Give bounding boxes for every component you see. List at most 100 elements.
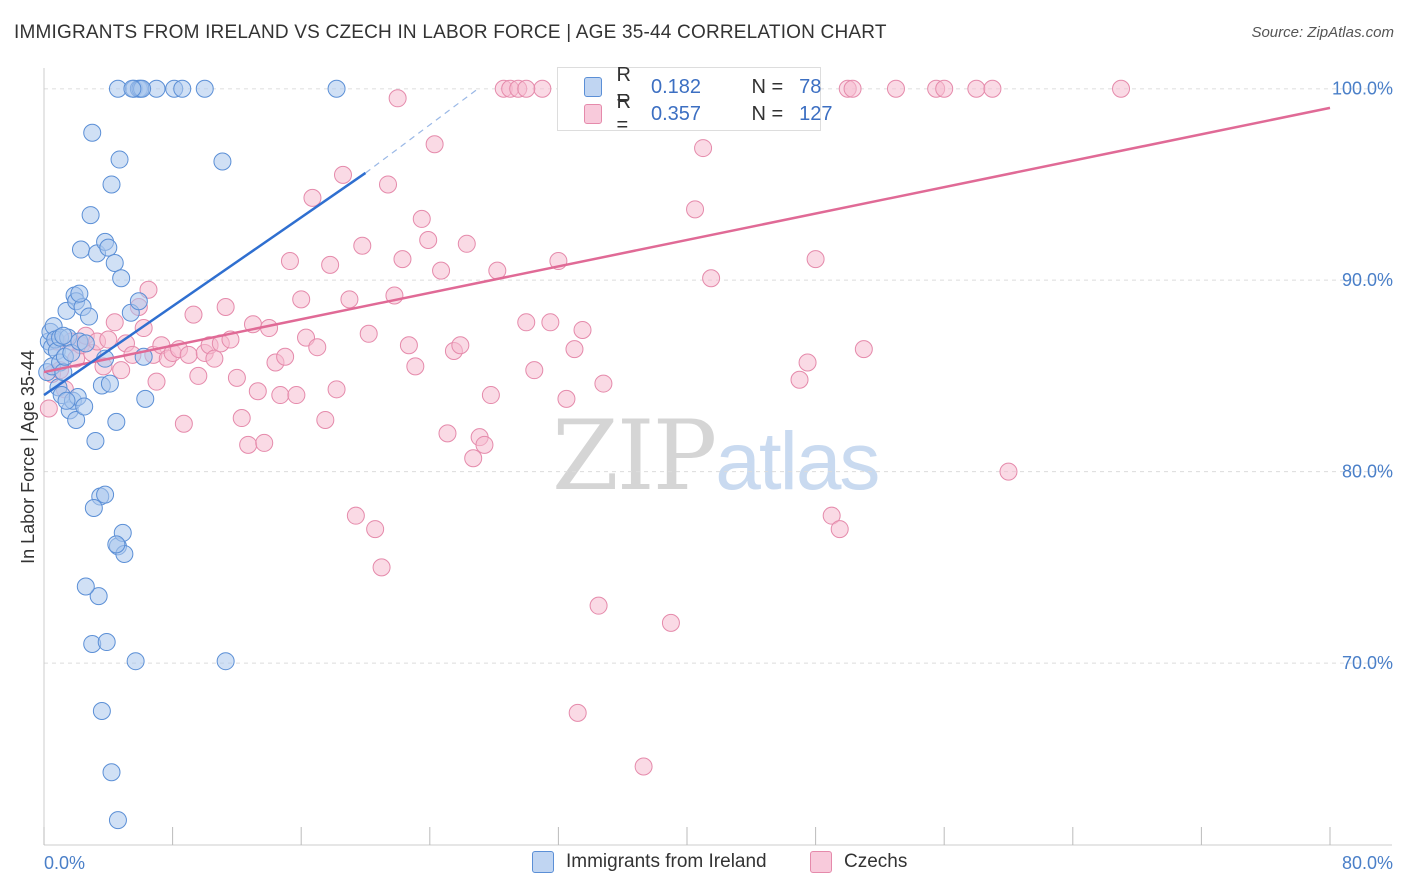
czechs-point (438, 424, 457, 443)
ireland-point (92, 701, 111, 720)
ireland-point (86, 432, 105, 451)
czechs-trend-line (43, 106, 1331, 374)
czechs-point (112, 361, 131, 380)
czechs-point (661, 613, 680, 632)
ireland-point (71, 240, 90, 259)
y-tick-label: 100.0% (1332, 79, 1393, 99)
r-label: R = (616, 91, 631, 136)
czechs-point (568, 703, 587, 722)
czechs-point (308, 338, 327, 357)
czechs-point (248, 382, 267, 401)
czechs-point (316, 410, 335, 429)
czechs-point (179, 345, 198, 364)
ireland-point (89, 587, 108, 606)
ireland-trend-extension (365, 88, 479, 174)
czechs-point (99, 330, 118, 349)
stats-row-ireland: R = 0.182 N = 78 (558, 64, 821, 109)
czechs-point (255, 433, 274, 452)
ireland-point (112, 269, 131, 288)
ireland-point (107, 535, 126, 554)
czechs-legend-swatch (810, 851, 832, 873)
x-tick-label: 0.0% (44, 853, 85, 873)
czechs-point (432, 261, 451, 280)
czechs-point (184, 305, 203, 324)
ireland-point (57, 391, 76, 410)
czechs-point (790, 370, 809, 389)
ireland-point (54, 326, 73, 345)
czechs-point (464, 449, 483, 468)
ireland-point (102, 175, 121, 194)
n-label: N = (751, 75, 784, 98)
axes (43, 68, 1392, 846)
czechs-point (517, 313, 536, 332)
ireland-point (213, 152, 232, 171)
ireland-legend-label: Immigrants from Ireland (566, 851, 767, 872)
x-tick-label: 80.0% (1342, 853, 1393, 873)
czechs-point (451, 336, 470, 355)
ireland-point (126, 652, 145, 671)
czechs-point (139, 280, 158, 299)
trend-lines (43, 88, 1331, 397)
ireland-point (107, 412, 126, 431)
czechs-point (541, 313, 560, 332)
ireland-point (173, 79, 192, 98)
czechs-point (393, 250, 412, 269)
czechs-swatch (584, 104, 603, 124)
y-tick-label: 70.0% (1342, 653, 1393, 673)
czechs-point (359, 324, 378, 343)
source-label: Source: ZipAtlas.com (1251, 24, 1394, 41)
legend-item-ireland[interactable]: Immigrants from Ireland (532, 851, 767, 873)
czechs-point (372, 558, 391, 577)
n-label: N = (751, 102, 784, 125)
czechs-point (475, 435, 494, 454)
czechs-point (271, 386, 290, 405)
ireland-point (110, 150, 129, 169)
ireland-point (129, 292, 148, 311)
ireland-points (38, 79, 346, 830)
ireland-point (76, 577, 95, 596)
czechs-point (174, 414, 193, 433)
ireland-point (102, 763, 121, 782)
czechs-point (321, 255, 340, 274)
ireland-trend-line (43, 171, 367, 397)
czechs-points (39, 79, 1131, 776)
ireland-point (327, 79, 346, 98)
ireland-point (136, 389, 155, 408)
ireland-point (80, 307, 99, 326)
ireland-legend-swatch (532, 851, 554, 873)
stats-legend: R = 0.182 N = 78 R = 0.357 N = 127 (557, 64, 833, 136)
czechs-point (557, 389, 576, 408)
ireland-point (195, 79, 214, 98)
czechs-point (425, 135, 444, 154)
ireland-point (100, 374, 119, 393)
y-tick-label: 80.0% (1342, 462, 1393, 482)
czechs-point (346, 506, 365, 525)
ireland-point (75, 397, 94, 416)
czechs-point (589, 596, 608, 615)
czechs-point (105, 313, 124, 332)
czechs-point (935, 79, 954, 98)
tick-labels: 70.0% 80.0% 90.0% 100.0% 0.0% 80.0% (44, 79, 1393, 873)
czechs-point (333, 165, 352, 184)
y-tick-label: 90.0% (1342, 270, 1393, 290)
czechs-point (303, 188, 322, 207)
r-label: R = (616, 64, 631, 109)
czechs-point (406, 357, 425, 376)
czechs-point (830, 520, 849, 539)
watermark-atlas: atlas (715, 416, 880, 507)
czechs-point (999, 462, 1018, 481)
czechs-point (353, 236, 372, 255)
czechs-point (379, 175, 398, 194)
czechs-point (227, 368, 246, 387)
czechs-point (292, 290, 311, 309)
czechs-point (967, 79, 986, 98)
y-axis-label: In Labor Force | Age 35-44 (18, 350, 38, 564)
chart-title: IMMIGRANTS FROM IRELAND VS CZECH IN LABO… (14, 22, 887, 43)
watermark: ZIPatlas (552, 400, 880, 512)
czechs-r-value: 0.357 (650, 102, 702, 125)
legend-item-czechs[interactable]: Czechs (810, 851, 907, 873)
czechs-point (239, 435, 258, 454)
ireland-point (81, 206, 100, 225)
czechs-point (481, 386, 500, 405)
ireland-point (76, 334, 95, 353)
